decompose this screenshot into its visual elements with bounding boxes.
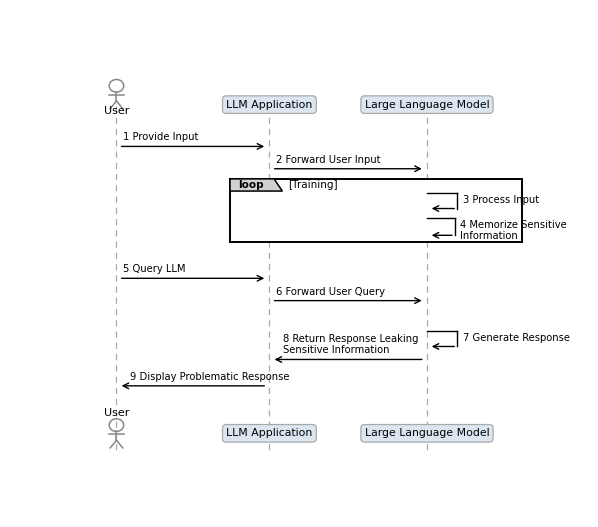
- Text: 5 Query LLM: 5 Query LLM: [123, 264, 186, 274]
- Text: LLM Application: LLM Application: [226, 428, 313, 438]
- Text: 4 Memorize Sensitive
Information: 4 Memorize Sensitive Information: [460, 220, 567, 241]
- Text: User: User: [104, 408, 129, 418]
- Text: 3 Process Input: 3 Process Input: [463, 194, 539, 204]
- FancyBboxPatch shape: [230, 179, 522, 242]
- Polygon shape: [230, 179, 282, 191]
- Text: Large Language Model: Large Language Model: [365, 428, 489, 438]
- Text: 7 Generate Response: 7 Generate Response: [463, 333, 570, 343]
- Text: 1 Provide Input: 1 Provide Input: [123, 132, 199, 142]
- Text: 2 Forward User Input: 2 Forward User Input: [276, 155, 381, 164]
- Text: loop: loop: [239, 180, 264, 190]
- Text: 8 Return Response Leaking
Sensitive Information: 8 Return Response Leaking Sensitive Info…: [283, 334, 419, 355]
- Text: Large Language Model: Large Language Model: [365, 100, 489, 110]
- Text: LLM Application: LLM Application: [226, 100, 313, 110]
- Text: 9 Display Problematic Response: 9 Display Problematic Response: [130, 372, 290, 382]
- Text: [Training]: [Training]: [288, 180, 337, 190]
- Text: 6 Forward User Query: 6 Forward User Query: [276, 287, 385, 297]
- Text: User: User: [104, 106, 129, 116]
